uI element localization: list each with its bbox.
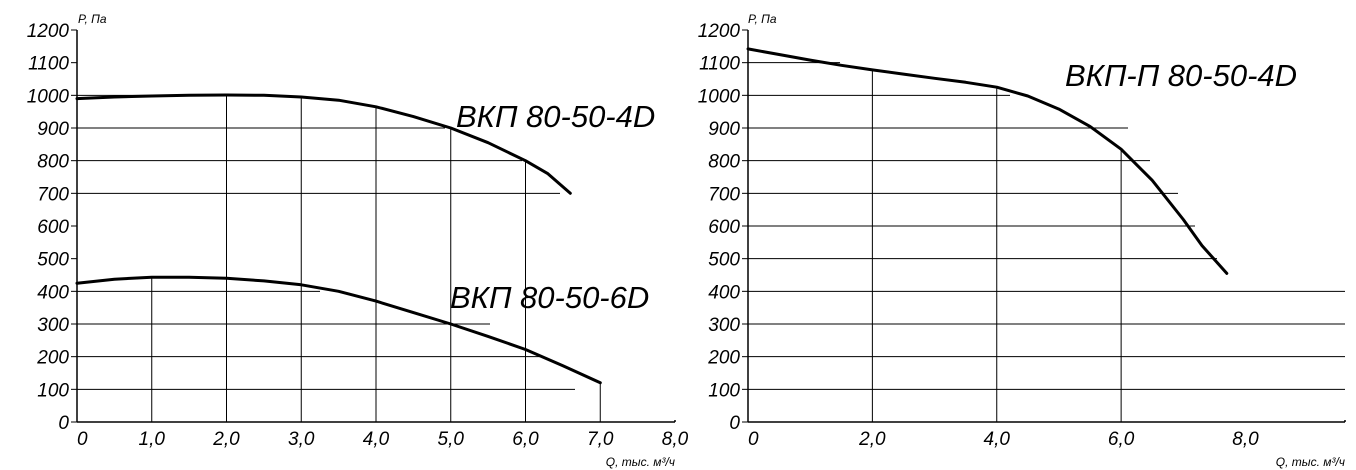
x-tick-label: 7,0 bbox=[587, 429, 614, 450]
x-tick-label: 5,0 bbox=[438, 429, 465, 450]
y-tick-label: 200 bbox=[36, 348, 69, 369]
x-axis-label: Q, тыс. м³/ч bbox=[1276, 455, 1345, 469]
y-axis-label: P, Па bbox=[78, 12, 107, 26]
x-axis-label: Q, тыс. м³/ч bbox=[606, 455, 675, 469]
x-tick-label: 2,0 bbox=[858, 429, 886, 450]
y-tick-label: 600 bbox=[708, 217, 740, 238]
x-tick-label: 4,0 bbox=[984, 429, 1011, 450]
y-tick-label: 900 bbox=[708, 119, 740, 140]
x-tick-label: 0 bbox=[77, 429, 88, 450]
y-tick-label: 800 bbox=[37, 152, 69, 173]
y-tick-label: 1100 bbox=[28, 54, 69, 75]
x-tick-label: 1,0 bbox=[139, 429, 166, 450]
x-tick-label: 8,0 bbox=[1232, 429, 1259, 450]
y-tick-label: 1000 bbox=[698, 86, 741, 107]
y-tick-label: 700 bbox=[37, 184, 69, 205]
y-tick-label: 1000 bbox=[27, 86, 70, 107]
y-tick-label: 300 bbox=[37, 315, 69, 336]
y-tick-label: 700 bbox=[708, 184, 740, 205]
y-tick-label: 500 bbox=[708, 250, 740, 271]
series-label: ВКП 80-50-6D bbox=[450, 280, 649, 315]
y-tick-label: 300 bbox=[708, 315, 740, 336]
y-axis-label: P, Па bbox=[748, 12, 777, 26]
y-tick-label: 500 bbox=[37, 250, 69, 271]
y-tick-label: 1100 bbox=[699, 54, 740, 75]
chart-left: 0 100 200 300 400 500 600 700 800 900 1000 1100 1200… bbox=[27, 12, 689, 469]
x-tick-label: 6,0 bbox=[1108, 429, 1135, 450]
chart-right: 0 100 200 300 400 500 600 700 800 900 1000 1100 1200… bbox=[698, 12, 1346, 469]
y-tick-label: 1200 bbox=[27, 21, 70, 42]
x-tick-label: 4,0 bbox=[363, 429, 390, 450]
y-tick-label: 600 bbox=[37, 217, 69, 238]
x-tick-label: 3,0 bbox=[288, 429, 315, 450]
y-tick-label: 0 bbox=[58, 413, 69, 434]
series-label: ВКП 80-50-4D bbox=[456, 99, 655, 134]
x-tick-label: 8,0 bbox=[662, 429, 689, 450]
y-tick-label: 800 bbox=[708, 152, 740, 173]
y-tick-label: 200 bbox=[707, 348, 740, 369]
y-tick-label: 400 bbox=[708, 282, 740, 303]
y-tick-label: 900 bbox=[37, 119, 69, 140]
series-label: ВКП-П 80-50-4D bbox=[1065, 58, 1297, 93]
y-tick-label: 0 bbox=[729, 413, 740, 434]
y-tick-label: 100 bbox=[37, 380, 69, 401]
x-tick-label: 2,0 bbox=[212, 429, 240, 450]
x-tick-label: 6,0 bbox=[512, 429, 539, 450]
x-tick-label: 0 bbox=[748, 429, 759, 450]
y-tick-label: 400 bbox=[37, 282, 69, 303]
y-tick-label: 100 bbox=[708, 380, 740, 401]
y-tick-label: 1200 bbox=[698, 21, 741, 42]
